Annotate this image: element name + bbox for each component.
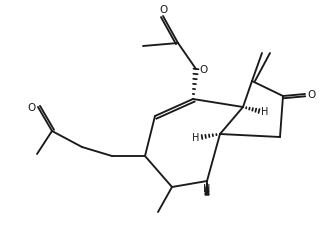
Text: H: H [192,132,200,142]
Text: H: H [261,106,269,116]
Text: O: O [27,103,35,112]
Text: H: H [203,183,211,193]
Polygon shape [205,181,209,195]
Text: O: O [199,65,207,75]
Text: O: O [159,5,167,15]
Text: O: O [308,90,316,100]
